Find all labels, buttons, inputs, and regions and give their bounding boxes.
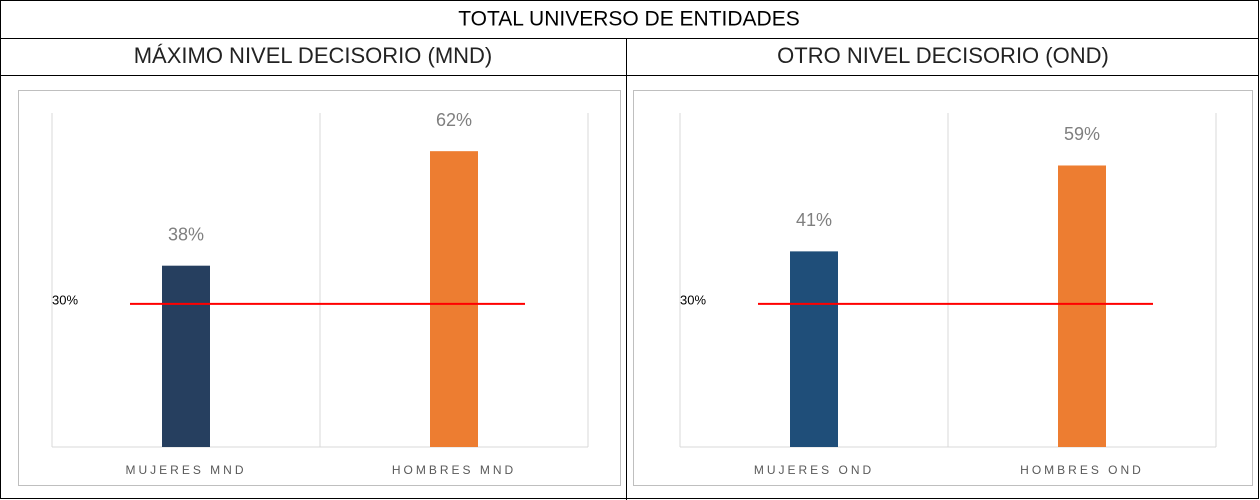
data-label: 38%: [168, 224, 204, 244]
data-label: 59%: [1064, 124, 1100, 144]
x-tick-label: MUJERES OND: [754, 463, 874, 477]
x-tick-label: MUJERES MND: [125, 463, 246, 477]
chart-title: OTRO NIVEL DECISORIO (OND): [777, 43, 1109, 68]
data-label: 62%: [436, 110, 472, 130]
reference-label: 30%: [680, 292, 706, 307]
x-tick-label: HOMBRES OND: [1020, 463, 1144, 477]
bar: [1058, 165, 1106, 447]
x-tick-label: HOMBRES MND: [392, 463, 516, 477]
chart-frame: [633, 90, 1253, 486]
bar: [430, 151, 478, 447]
chart-title: MÁXIMO NIVEL DECISORIO (MND): [134, 43, 493, 68]
bar: [790, 251, 838, 447]
page-title: TOTAL UNIVERSO DE ENTIDADES: [458, 8, 800, 31]
reference-label: 30%: [52, 292, 78, 307]
bar: [162, 265, 210, 447]
chart-frame: [18, 90, 621, 486]
data-label: 41%: [796, 210, 832, 230]
